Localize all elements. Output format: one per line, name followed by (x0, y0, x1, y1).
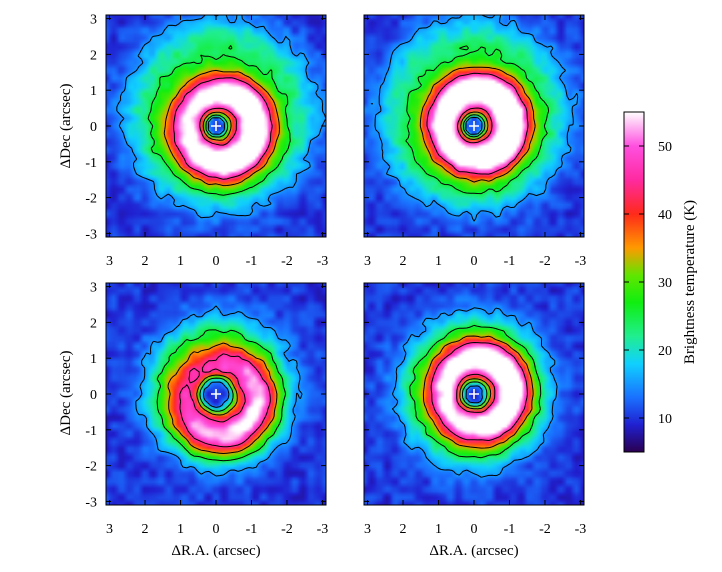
contour-line (179, 353, 271, 448)
x-tick-label: -3 (575, 254, 587, 269)
colorbar-tick-label: 30 (658, 276, 672, 291)
colorbar-ticks: 10 20 30 40 50 (624, 140, 672, 427)
x-tick-label: 1 (435, 254, 442, 269)
y-tick-label: 0 (90, 120, 97, 135)
panel-tick-marks (106, 15, 326, 237)
x-tick-label: 1 (435, 522, 442, 537)
x-tick-label: -2 (281, 254, 293, 269)
x-tick-label: 0 (471, 522, 478, 537)
contour-line (370, 14, 579, 222)
x-tick-label: -1 (504, 522, 516, 537)
y-tick-label: 3 (90, 13, 97, 28)
x-tick-label: -1 (504, 254, 516, 269)
x-tick-label: -1 (246, 522, 258, 537)
contour-line (116, 14, 327, 219)
contour-line (173, 77, 273, 180)
x-tick-label: 2 (400, 254, 407, 269)
contour-line (430, 342, 528, 441)
center-marker (469, 121, 479, 131)
contour-line (163, 69, 280, 187)
y-tick-label: -3 (85, 227, 97, 242)
y-tick-label: 2 (90, 48, 97, 63)
x-tick-label: 3 (106, 522, 113, 537)
panel-top-left (105, 14, 327, 238)
y-tick-label: 3 (90, 281, 97, 296)
y-tick-label: -1 (85, 156, 97, 171)
y-tick-label: 0 (90, 388, 97, 403)
x-tick-label: 3 (364, 522, 371, 537)
y-tick-label: 2 (90, 316, 97, 331)
x-tick-label: -2 (539, 254, 551, 269)
contour-line (419, 66, 536, 183)
contour-line (135, 305, 303, 477)
panel-bottom-right (363, 282, 585, 506)
x-tick-label: 0 (213, 254, 220, 269)
y-tick-label: 1 (90, 84, 97, 99)
contour-line (147, 45, 291, 196)
colorbar-tick-label: 50 (658, 140, 672, 155)
colorbar-tick-label: 40 (658, 208, 672, 223)
panel-tick-marks (364, 283, 584, 505)
x-tick-label: -1 (246, 254, 258, 269)
x-tick-label: 0 (213, 522, 220, 537)
y-tick-label: -2 (85, 460, 97, 475)
y-tick-label: 1 (90, 352, 97, 367)
x-tick-label: 2 (400, 522, 407, 537)
x-tick-label: 1 (177, 522, 184, 537)
colorbar-tick-label: 10 (658, 412, 672, 427)
center-marker (211, 121, 221, 131)
x-tick-label: 3 (106, 254, 113, 269)
y-tick-label: -2 (85, 192, 97, 207)
y-tick-label: -1 (85, 424, 97, 439)
x-tick-label: -3 (317, 522, 329, 537)
y-axis-label-bottom: ΔDec (arcsec) (58, 350, 74, 435)
colorbar-tick-label: 20 (658, 344, 672, 359)
x-tick-label: -3 (575, 522, 587, 537)
x-tick-label: 1 (177, 254, 184, 269)
contour-line (167, 342, 278, 454)
x-tick-label: 3 (364, 254, 371, 269)
x-tick-label: 0 (471, 254, 478, 269)
y-axis-label-top: ΔDec (arcsec) (58, 83, 74, 168)
contour-line (409, 324, 542, 459)
colorbar-label: Brightness temperature (K) (682, 200, 698, 364)
center-marker (469, 389, 479, 399)
x-tick-label: -2 (281, 522, 293, 537)
panel-bottom-left (105, 282, 327, 506)
contour-line (426, 72, 529, 175)
y-tick-label: -3 (85, 495, 97, 510)
panel-top-right (363, 14, 585, 238)
x-tick-label: -3 (317, 254, 329, 269)
contour-line (422, 335, 534, 449)
contour-line (405, 45, 550, 195)
axis-ticks: 3 2 1 0 -1 -2 -3 3 2 1 0 -1 -2 -3 3 2 1 0 -1 -2 -3 3 2 1 0 -1 -2 -3… (85, 13, 586, 537)
x-axis-label-left: ΔR.A. (arcsec) (171, 543, 260, 559)
contour-line (391, 307, 558, 478)
panel-tick-marks (364, 15, 584, 237)
x-tick-label: -2 (539, 522, 551, 537)
x-axis-label-right: ΔR.A. (arcsec) (429, 543, 518, 559)
panel-tick-marks (106, 283, 326, 505)
center-marker (211, 389, 221, 399)
x-tick-label: 2 (142, 522, 149, 537)
x-tick-label: 2 (142, 254, 149, 269)
contour-line (156, 329, 287, 462)
